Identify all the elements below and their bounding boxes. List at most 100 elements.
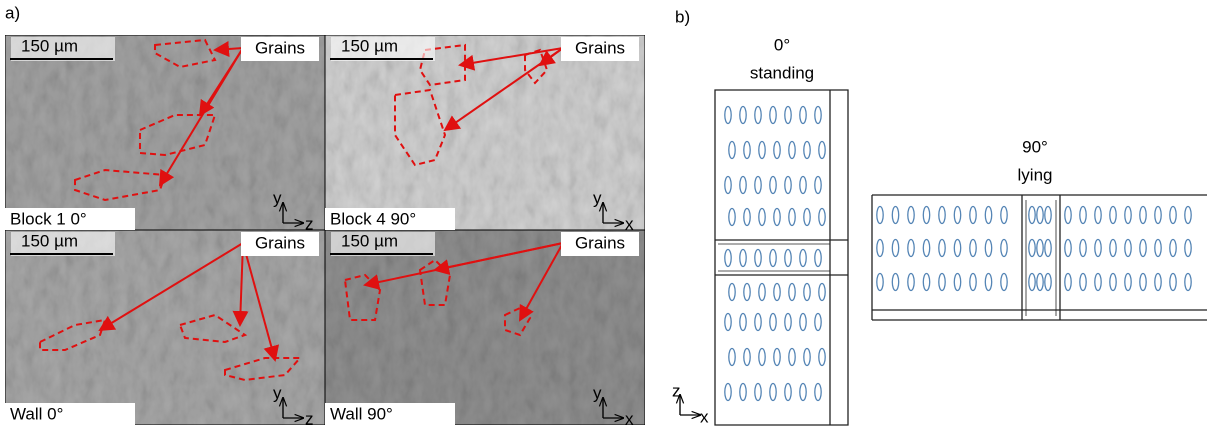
grain-ellipse bbox=[908, 274, 914, 291]
grain-ellipse bbox=[759, 349, 765, 366]
grain-ellipse bbox=[815, 314, 821, 331]
grain-ellipse bbox=[1155, 274, 1161, 291]
grain-ellipse bbox=[815, 384, 821, 401]
scale-bar-label: 150 µm bbox=[21, 231, 78, 250]
grain-ellipse bbox=[954, 274, 960, 291]
axis-label: z bbox=[672, 381, 681, 400]
grain-ellipse bbox=[800, 384, 806, 401]
grain-ellipse bbox=[1065, 274, 1071, 291]
axis-label: y bbox=[273, 188, 282, 207]
grain-ellipse bbox=[954, 240, 960, 257]
grain-ellipse bbox=[1001, 240, 1007, 257]
grain-ellipse bbox=[1185, 207, 1191, 224]
grain-ellipse bbox=[1125, 240, 1131, 257]
grain-ellipse bbox=[970, 274, 976, 291]
grain-ellipse bbox=[729, 349, 735, 366]
grain-ellipse bbox=[804, 349, 810, 366]
grain-ellipse bbox=[815, 177, 821, 194]
grain-ellipse bbox=[815, 107, 821, 124]
grain-ellipse bbox=[892, 274, 898, 291]
grain-ellipse bbox=[774, 142, 780, 159]
grain-ellipse bbox=[1095, 207, 1101, 224]
annotation: Grains bbox=[575, 38, 625, 57]
grain-ellipse bbox=[815, 250, 821, 267]
part-label: b) bbox=[675, 7, 690, 26]
scale-bar-label: 150 µm bbox=[21, 36, 78, 55]
annotation: Grains bbox=[255, 38, 305, 57]
axis-label: z bbox=[305, 409, 314, 428]
grain-ellipse bbox=[892, 207, 898, 224]
grain-ellipse bbox=[774, 349, 780, 366]
axis-arrows bbox=[680, 395, 700, 415]
grain-ellipse bbox=[740, 250, 746, 267]
neck bbox=[718, 244, 830, 271]
micrographs: Grains150 µmBlock 1 0°yzGrains150 µmBloc… bbox=[5, 35, 645, 428]
grain-ellipse bbox=[1065, 207, 1071, 224]
grain-ellipse bbox=[923, 207, 929, 224]
grain-ellipse bbox=[923, 274, 929, 291]
grain-ellipse bbox=[740, 314, 746, 331]
caption: Block 4 90° bbox=[330, 209, 416, 228]
grain-ellipse bbox=[1110, 207, 1116, 224]
grain-ellipse bbox=[985, 207, 991, 224]
micrograph: Grains150 µmBlock 4 90°yx bbox=[325, 35, 645, 233]
grain-ellipse bbox=[1001, 274, 1007, 291]
grain-ellipse bbox=[819, 349, 825, 366]
grain-ellipse bbox=[804, 142, 810, 159]
grain-ellipse bbox=[1125, 274, 1131, 291]
grain-ellipse bbox=[785, 384, 791, 401]
grain-ellipse bbox=[1155, 240, 1161, 257]
grain-ellipse bbox=[800, 314, 806, 331]
grain-ellipse bbox=[785, 250, 791, 267]
grain-ellipse bbox=[1185, 240, 1191, 257]
grain-ellipse bbox=[1140, 207, 1146, 224]
grain-ellipse bbox=[1185, 274, 1191, 291]
grain-ellipse bbox=[744, 209, 750, 226]
grain-ellipse bbox=[740, 107, 746, 124]
grain-ellipse bbox=[1080, 240, 1086, 257]
caption: Wall 90° bbox=[330, 404, 393, 423]
grain-ellipse bbox=[785, 107, 791, 124]
grain-ellipse bbox=[725, 314, 731, 331]
grain-ellipse bbox=[970, 207, 976, 224]
grain-ellipse bbox=[1140, 274, 1146, 291]
grain-ellipse bbox=[1029, 274, 1035, 291]
figure: a) b) Grains150 µmBlock 1 0°yzGrains150 … bbox=[0, 0, 1207, 430]
grain-ellipse bbox=[770, 384, 776, 401]
axis-label: x bbox=[700, 407, 709, 426]
angle-label: 90° bbox=[1022, 137, 1048, 156]
grain-ellipse bbox=[819, 142, 825, 159]
grain-ellipse bbox=[908, 207, 914, 224]
grain-ellipse bbox=[789, 349, 795, 366]
grain-ellipse bbox=[725, 384, 731, 401]
grain-ellipse bbox=[770, 107, 776, 124]
grain-ellipse bbox=[1029, 240, 1035, 257]
grain-ellipse bbox=[1170, 240, 1176, 257]
grain-ellipse bbox=[774, 209, 780, 226]
grain-ellipse bbox=[1170, 207, 1176, 224]
grain-ellipse bbox=[1125, 207, 1131, 224]
axis-label: y bbox=[593, 188, 602, 207]
grain-ellipse bbox=[759, 209, 765, 226]
grain-ellipse bbox=[744, 284, 750, 301]
grain-ellipse bbox=[1080, 207, 1086, 224]
grain-ellipse bbox=[729, 284, 735, 301]
grain-ellipse bbox=[1037, 274, 1043, 291]
grain-ellipse bbox=[800, 250, 806, 267]
grain-ellipse bbox=[759, 284, 765, 301]
grain-ellipse bbox=[1037, 240, 1043, 257]
grain-ellipse bbox=[1001, 207, 1007, 224]
grain-ellipse bbox=[800, 107, 806, 124]
grain-ellipse bbox=[939, 207, 945, 224]
grain-ellipse bbox=[939, 274, 945, 291]
grain-ellipse bbox=[755, 107, 761, 124]
grain-ellipse bbox=[1045, 207, 1051, 224]
grain-ellipse bbox=[725, 250, 731, 267]
grain-ellipse bbox=[789, 284, 795, 301]
grain-ellipse bbox=[939, 240, 945, 257]
specimen-diagram: 0° standing 90° lying z x bbox=[672, 35, 1207, 426]
axis-label: x bbox=[625, 409, 634, 428]
grain-ellipse bbox=[770, 177, 776, 194]
grain-ellipse bbox=[1110, 240, 1116, 257]
